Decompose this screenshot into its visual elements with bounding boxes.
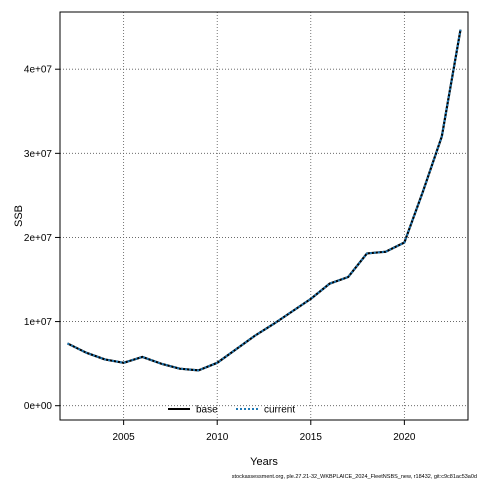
data-point	[197, 369, 199, 371]
data-point	[422, 190, 424, 192]
y-tick-label: 0e+00	[24, 401, 53, 412]
data-point	[460, 29, 462, 31]
data-point	[66, 342, 68, 344]
data-point	[104, 358, 106, 360]
y-tick-label: 4e+07	[24, 65, 53, 76]
series-current-line	[67, 29, 462, 372]
data-point	[441, 136, 443, 138]
series-base-line	[67, 29, 462, 372]
data-point	[272, 323, 274, 325]
x-tick-label: 2020	[393, 432, 416, 443]
x-tick-label: 2005	[113, 432, 136, 443]
data-point	[85, 352, 87, 354]
data-point	[310, 298, 312, 300]
grid	[60, 12, 468, 420]
x-axis-title: Years	[250, 456, 278, 468]
y-axis-title: SSB	[13, 205, 25, 227]
legend: base current	[168, 405, 295, 416]
series-lines	[66, 29, 462, 372]
data-point	[179, 368, 181, 370]
y-tick-label: 2e+07	[24, 233, 53, 244]
data-point	[160, 363, 162, 365]
data-point	[403, 241, 405, 243]
data-point	[347, 276, 349, 278]
data-point	[141, 356, 143, 358]
x-tick-label: 2015	[300, 432, 323, 443]
data-point	[366, 252, 368, 254]
data-point	[291, 310, 293, 312]
legend-base-label: base	[196, 405, 218, 416]
axes: 2005 2010 2015 2020 0e+00 1e+07 2e+07 3e+07 4e+0…	[24, 65, 416, 443]
series-base-points	[66, 29, 461, 372]
data-point	[216, 362, 218, 364]
x-tick-label: 2010	[206, 432, 229, 443]
data-point	[123, 362, 125, 364]
data-point	[254, 335, 256, 337]
footer-note: stockassessment.org, ple.27.21-32_WKBPLA…	[232, 474, 477, 480]
data-point	[235, 348, 237, 350]
series-current-points	[66, 29, 461, 372]
y-tick-label: 3e+07	[24, 149, 53, 160]
y-tick-label: 1e+07	[24, 317, 53, 328]
legend-current-label: current	[264, 405, 295, 416]
plot-frame	[59, 11, 469, 421]
data-point	[329, 283, 331, 285]
data-point	[385, 251, 387, 253]
